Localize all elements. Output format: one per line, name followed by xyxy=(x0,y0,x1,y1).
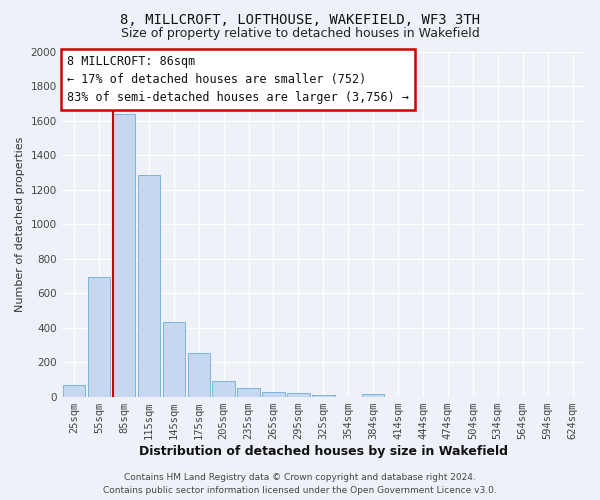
Bar xyxy=(238,388,260,396)
Bar xyxy=(137,175,160,396)
Bar xyxy=(312,395,335,396)
Bar xyxy=(163,322,185,396)
Bar xyxy=(188,352,210,397)
Bar xyxy=(287,393,310,396)
Bar xyxy=(362,394,385,396)
Bar xyxy=(262,392,285,396)
Text: 8, MILLCROFT, LOFTHOUSE, WAKEFIELD, WF3 3TH: 8, MILLCROFT, LOFTHOUSE, WAKEFIELD, WF3 … xyxy=(120,12,480,26)
Text: Size of property relative to detached houses in Wakefield: Size of property relative to detached ho… xyxy=(121,28,479,40)
X-axis label: Distribution of detached houses by size in Wakefield: Distribution of detached houses by size … xyxy=(139,444,508,458)
Text: Contains HM Land Registry data © Crown copyright and database right 2024.
Contai: Contains HM Land Registry data © Crown c… xyxy=(103,474,497,495)
Y-axis label: Number of detached properties: Number of detached properties xyxy=(15,136,25,312)
Bar xyxy=(88,276,110,396)
Bar xyxy=(113,114,135,397)
Text: 8 MILLCROFT: 86sqm
← 17% of detached houses are smaller (752)
83% of semi-detach: 8 MILLCROFT: 86sqm ← 17% of detached hou… xyxy=(67,55,409,104)
Bar xyxy=(63,386,85,396)
Bar xyxy=(212,382,235,396)
